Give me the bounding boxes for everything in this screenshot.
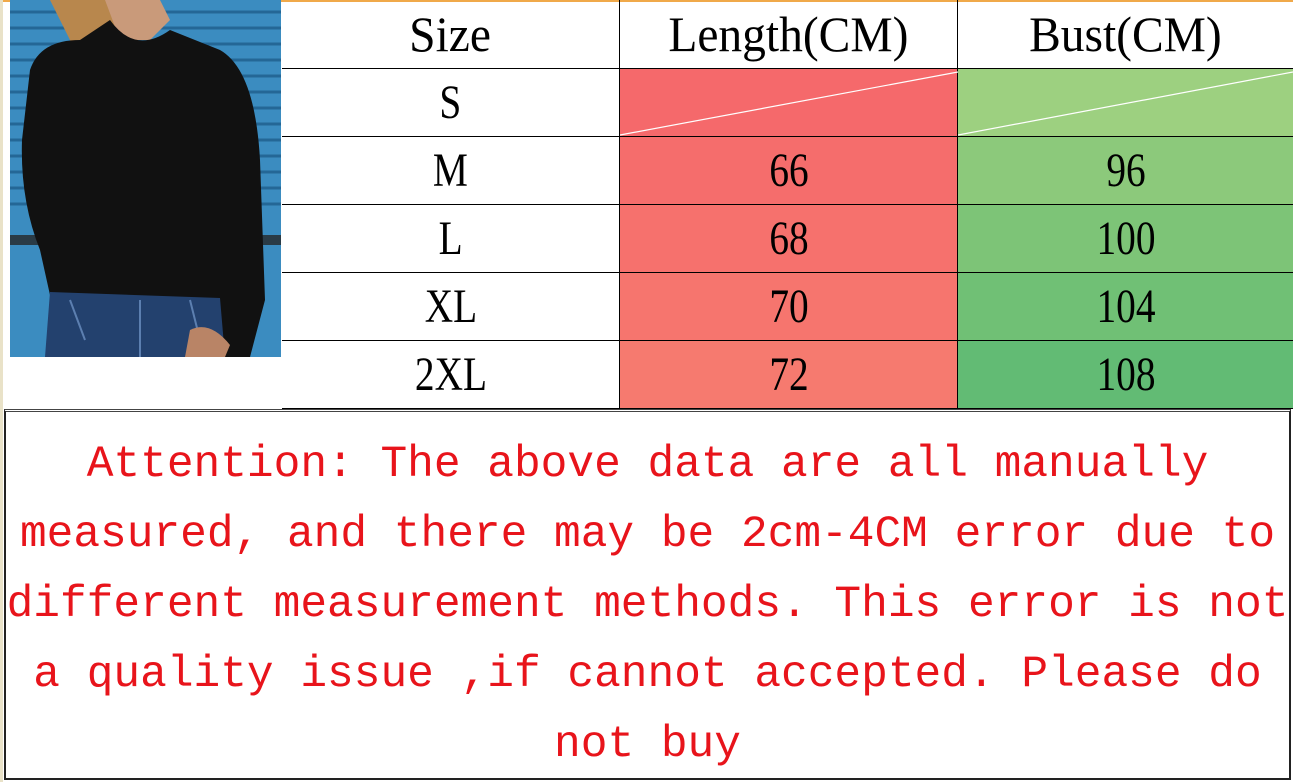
length-value: 66 [768, 144, 809, 197]
bust-cell [958, 69, 1293, 137]
size-label: 2XL [414, 348, 487, 401]
length-value: 72 [768, 348, 809, 401]
size-cell: XL [282, 273, 620, 341]
size-label: S [439, 76, 462, 129]
size-cell: M [282, 137, 620, 205]
header-length: Length(CM) [620, 0, 958, 69]
diagonal-line [620, 71, 958, 136]
length-cell: 70 [620, 273, 958, 341]
bust-cell: 104 [958, 273, 1293, 341]
size-label: XL [424, 280, 477, 333]
measurement-notice: Attention: The above data are all manual… [4, 409, 1291, 780]
size-table: Size Length(CM) Bust(CM) S M 66 96 L 68 … [282, 0, 1293, 409]
header-bust-label: Bust(CM) [1029, 6, 1222, 62]
bust-cell: 108 [958, 341, 1293, 409]
header-bust: Bust(CM) [958, 0, 1293, 69]
bust-value: 96 [1105, 144, 1146, 197]
left-border [0, 0, 3, 782]
size-cell: S [282, 69, 620, 137]
product-photo [10, 0, 281, 357]
top-border [0, 0, 1293, 2]
length-cell [620, 69, 958, 137]
length-cell: 72 [620, 341, 958, 409]
length-cell: 68 [620, 205, 958, 273]
diagonal-line [958, 71, 1293, 136]
length-value: 70 [768, 280, 809, 333]
notice-text: Attention: The above data are all manual… [6, 440, 1289, 770]
size-label: L [438, 212, 463, 265]
bust-value: 108 [1095, 348, 1156, 401]
bust-cell: 96 [958, 137, 1293, 205]
header-size-label: Size [409, 6, 492, 62]
length-cell: 66 [620, 137, 958, 205]
bust-cell: 100 [958, 205, 1293, 273]
header-length-label: Length(CM) [668, 6, 909, 62]
size-cell: L [282, 205, 620, 273]
size-label: M [432, 144, 469, 197]
header-size: Size [282, 0, 620, 69]
bust-value: 100 [1095, 212, 1156, 265]
bust-value: 104 [1095, 280, 1156, 333]
size-cell: 2XL [282, 341, 620, 409]
length-value: 68 [768, 212, 809, 265]
